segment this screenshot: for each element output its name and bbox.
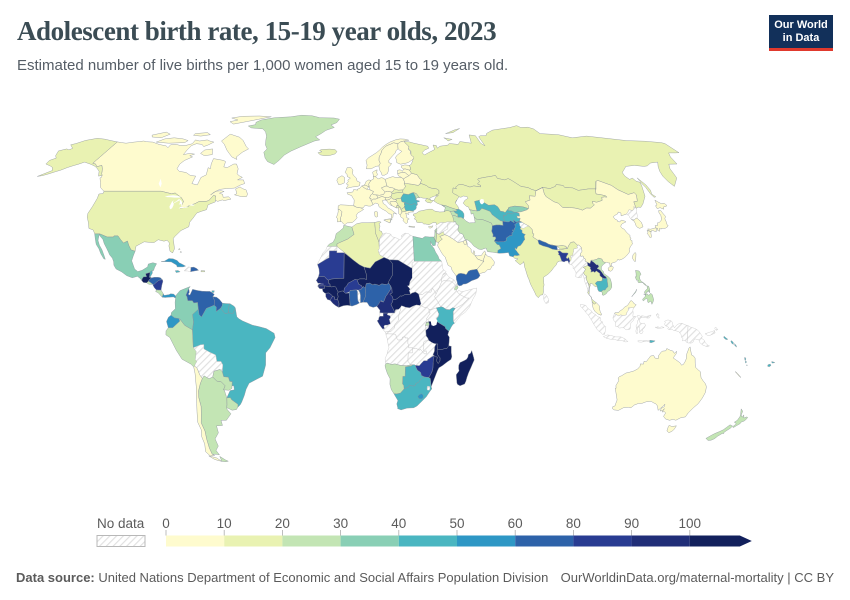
svg-text:0: 0	[162, 516, 170, 531]
svg-text:40: 40	[391, 516, 406, 531]
svg-text:90: 90	[624, 516, 639, 531]
svg-text:50: 50	[449, 516, 464, 531]
svg-text:80: 80	[566, 516, 581, 531]
svg-text:30: 30	[333, 516, 348, 531]
svg-text:20: 20	[275, 516, 290, 531]
svg-text:60: 60	[508, 516, 523, 531]
svg-text:No data: No data	[97, 516, 145, 531]
svg-text:100: 100	[679, 516, 702, 531]
svg-text:10: 10	[217, 516, 232, 531]
